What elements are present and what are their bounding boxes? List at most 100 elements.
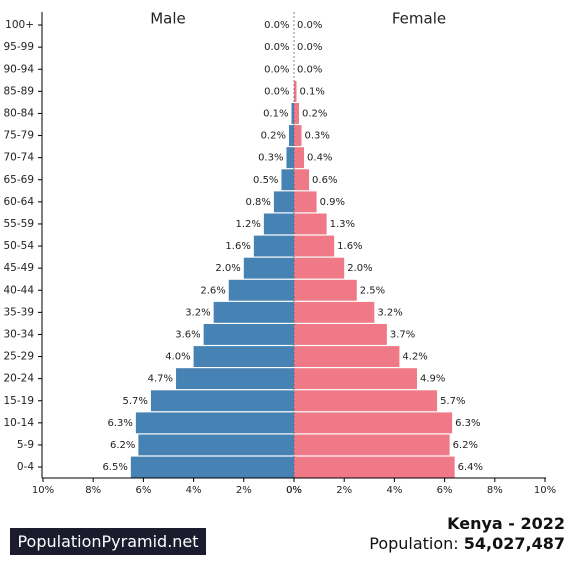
legend-female: Female [392,10,446,28]
female-bar [294,103,300,124]
age-group-label: 45-49 [3,262,34,274]
female-value-label: 0.0% [297,64,322,75]
female-bar [294,324,387,345]
male-bar [281,169,294,191]
age-group-label: 35-39 [3,306,34,318]
female-value-label: 1.6% [337,241,362,252]
female-value-label: 0.0% [297,42,322,53]
male-bar [243,257,294,279]
brand-logo[interactable]: PopulationPyramid.net [10,528,206,555]
male-value-label: 1.2% [235,219,260,230]
population-pyramid-chart: Male Female 0-4 6.5% 6.4% 5-9 6.2% 6.2% 10-14 6.3… [3,10,556,497]
x-tick-label: 0% [286,485,302,496]
female-value-label: 2.0% [347,263,372,274]
male-value-label: 0.0% [264,86,289,97]
age-group-label: 75-79 [3,130,34,142]
male-bar [263,213,294,235]
female-value-label: 0.0% [297,20,322,31]
male-value-label: 0.2% [261,131,286,142]
male-value-label: 2.6% [200,285,225,296]
male-bar [138,434,294,456]
female-value-label: 4.9% [420,374,445,385]
female-bar [294,412,453,434]
male-value-label: 5.7% [123,396,148,407]
female-bar [294,456,455,478]
male-bar [213,301,294,323]
male-bar [291,103,294,124]
x-tick-label: 4% [186,485,202,496]
male-bar [228,279,294,301]
male-value-label: 0.0% [264,42,289,53]
female-bar [294,125,302,146]
age-group-label: 100+ [5,19,34,31]
female-bar [294,80,297,102]
x-tick-label: 10% [534,485,556,496]
x-tick-label: 0% [286,485,302,496]
male-bar [253,235,294,257]
population-total: Population: 54,027,487 [369,534,565,553]
age-group-label: 15-19 [3,395,34,407]
age-group-label: 50-54 [3,240,34,252]
female-bar [294,346,400,367]
female-value-label: 6.4% [458,462,483,473]
male-value-label: 4.7% [148,374,173,385]
male-value-label: 6.2% [110,440,135,451]
female-value-label: 5.7% [440,396,465,407]
female-bar [294,213,327,235]
male-bar [203,324,294,345]
age-group-label: 20-24 [3,373,34,385]
age-group-label: 70-74 [3,152,34,164]
male-value-label: 0.8% [246,197,271,208]
footer: PopulationPyramid.net Kenya - 2022 Popul… [0,510,575,581]
male-value-label: 6.5% [102,462,127,473]
x-tick-label: 2% [336,485,352,496]
male-value-label: 0.5% [253,175,278,186]
female-value-label: 3.7% [390,329,415,340]
male-bar [288,125,294,146]
male-value-label: 4.0% [165,352,190,363]
female-value-label: 2.5% [360,285,385,296]
female-value-label: 6.3% [455,418,480,429]
age-group-label: 80-84 [3,107,34,119]
male-bar [273,191,294,213]
female-value-label: 6.2% [453,440,478,451]
x-tick-label: 6% [437,485,453,496]
female-bar [294,235,335,257]
female-value-label: 0.4% [307,153,332,164]
x-tick-label: 8% [487,485,503,496]
female-value-label: 0.1% [300,86,325,97]
male-value-label: 2.0% [215,263,240,274]
female-value-label: 1.3% [330,219,355,230]
age-group-label: 40-44 [3,284,34,296]
age-group-label: 10-14 [3,417,34,429]
female-bar [294,169,310,191]
male-bar [286,147,294,169]
x-tick-label: 2% [236,485,252,496]
male-value-label: 3.6% [175,329,200,340]
age-group-label: 90-94 [3,63,34,75]
age-group-label: 0-4 [17,461,34,473]
male-bar [135,412,294,434]
female-value-label: 0.2% [302,108,327,119]
age-group-label: 25-29 [3,351,34,363]
male-value-label: 0.3% [258,153,283,164]
male-value-label: 0.0% [264,20,289,31]
male-value-label: 3.2% [185,307,210,318]
male-bar [150,390,294,412]
male-bar [193,346,294,367]
age-group-label: 60-64 [3,196,34,208]
age-group-label: 65-69 [3,174,34,186]
male-value-label: 6.3% [107,418,132,429]
female-bar [294,390,438,412]
female-value-label: 3.2% [377,307,402,318]
male-value-label: 0.0% [264,64,289,75]
female-value-label: 0.6% [312,175,337,186]
x-tick-label: 4% [386,485,402,496]
x-tick-label: 6% [135,485,151,496]
age-group-label: 95-99 [3,41,34,53]
age-group-label: 55-59 [3,218,34,230]
male-value-label: 0.1% [263,108,288,119]
x-tick-label: 10% [32,485,54,496]
female-value-label: 0.9% [320,197,345,208]
male-bar [130,456,294,478]
